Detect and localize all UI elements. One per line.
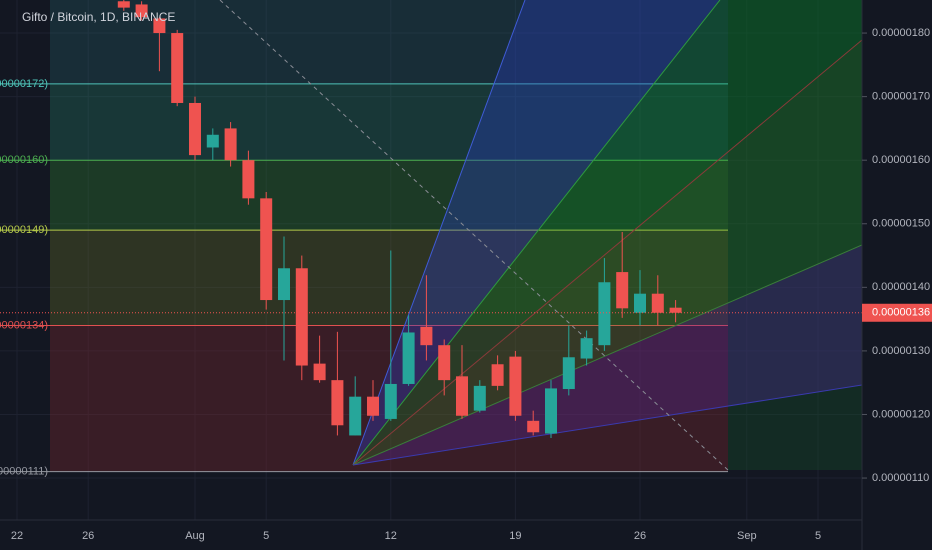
y-tick-label: 0.00000150 [872,218,930,230]
candle-body [473,385,486,411]
candle-body [598,282,611,346]
candle-body [260,198,273,301]
candle-body [491,364,504,386]
fib-label: (0.00000134) [0,319,48,331]
candle-body [562,357,575,390]
candles [0,0,862,438]
candle-body [242,160,255,199]
candle-body [224,128,237,161]
fib-zone [50,0,728,84]
candle-body [295,268,308,366]
candle-body [367,396,379,416]
labels: 0.00000110 0.00000120 0.00000130 0.00000140… [0,27,932,542]
candle-body [153,18,166,34]
y-tick-label: 0.00000160 [872,154,930,166]
grid [0,0,862,520]
fib-label: (0.00000172) [0,78,48,90]
last-price-label: 0.00000136 [872,307,930,319]
candle-body [420,326,433,346]
fan-line [352,0,526,466]
y-tick-label: 0.00000170 [872,91,930,103]
candle-body [313,363,326,381]
fib-label: (0.00000111) [0,466,48,478]
y-tick-label: 0.00000110 [872,472,929,484]
candle-body [580,338,593,359]
trend-line [219,0,729,471]
fan-line [352,0,721,466]
candle-body [634,293,646,313]
candle-body [189,102,201,156]
candle-body [651,293,664,313]
last-price-box [862,303,932,322]
x-tick-label: 26 [82,530,94,542]
x-tick-label: 19 [509,530,521,542]
x-tick-label: 22 [11,530,23,542]
y-tick-label: 0.00000180 [872,27,930,39]
candle-body [384,383,397,419]
fan-line [352,39,862,466]
candle-body [438,345,451,381]
candle-body [278,268,290,301]
candle-body [402,332,415,384]
candle-body [206,134,219,148]
fib-zone [50,160,728,231]
x-tick-label: 26 [634,530,646,542]
candle-body [545,388,557,434]
candle-body [669,307,682,313]
fan-line [352,244,862,466]
x-tick-label: Sep [737,530,757,542]
fib-zone [50,83,728,161]
candle-body [331,380,344,426]
x-tick-label: 12 [385,530,397,542]
candle-body [527,420,540,433]
candle-body [171,33,184,103]
fib-label: (0.00000149) [0,224,48,236]
candle-body [509,356,522,416]
candle-body [117,1,130,8]
y-tick-label: 0.00000120 [872,408,930,420]
fan-line [352,384,862,466]
time-zone [728,0,862,470]
x-tick-label: 5 [263,530,269,542]
fan-sector [353,0,862,465]
candle-body [135,4,148,18]
x-tick-label: 5 [815,530,821,542]
chart-title: Gifto / Bitcoin, 1D, BINANCE [22,10,175,24]
y-tick-label: 0.00000130 [872,345,930,357]
y-tick-label: 0.00000140 [872,281,930,293]
candle-body [616,272,629,309]
candle-body [456,376,468,416]
x-tick-label: Aug [185,530,205,542]
candle-body [349,396,362,436]
fib-label: (0.00000160) [0,154,48,166]
